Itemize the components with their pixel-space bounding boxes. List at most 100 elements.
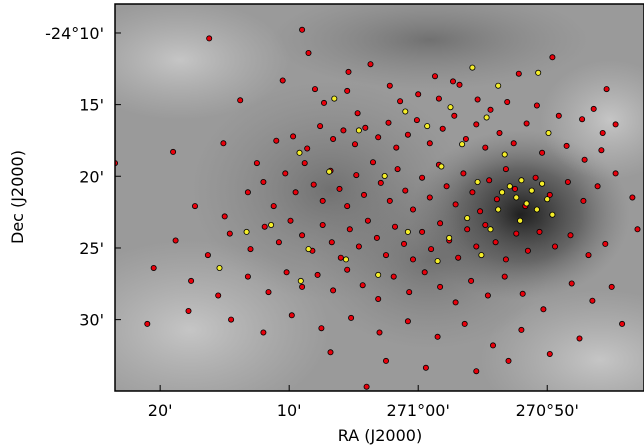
yellow-source-point <box>342 256 349 263</box>
red-source-point <box>474 96 481 103</box>
red-source-point <box>504 99 511 106</box>
red-source-point <box>375 134 382 141</box>
red-source-point <box>301 160 308 167</box>
red-source-point <box>265 289 272 296</box>
red-source-point <box>473 121 480 128</box>
red-source-point <box>482 144 489 151</box>
red-source-point <box>344 266 351 273</box>
yellow-source-point <box>517 217 524 224</box>
red-source-point <box>397 98 404 105</box>
red-source-point <box>299 283 306 290</box>
yellow-source-point <box>495 82 502 89</box>
red-source-point <box>540 306 547 313</box>
y-axis: -24°10' 15' 20' 25' 30' <box>45 24 121 330</box>
red-source-point <box>150 264 157 271</box>
red-source-point <box>629 194 636 201</box>
red-source-point <box>579 116 586 123</box>
red-source-point <box>437 220 444 227</box>
x-tick-label: 20' <box>148 401 173 420</box>
red-source-point <box>172 237 179 244</box>
yellow-source-point <box>483 114 490 121</box>
red-source-point <box>261 223 268 230</box>
yellow-source-point <box>326 168 333 175</box>
red-source-point <box>421 269 428 276</box>
yellow-source-point <box>535 69 542 76</box>
red-source-point <box>512 185 519 192</box>
red-source-point <box>260 329 267 336</box>
red-source-point <box>449 78 456 85</box>
red-source-point <box>330 135 337 142</box>
red-source-point <box>422 364 429 371</box>
red-source-point <box>319 197 326 204</box>
yellow-source-point <box>544 196 551 203</box>
red-source-point <box>473 243 480 250</box>
red-source-point <box>533 102 540 109</box>
red-source-point <box>487 106 494 113</box>
red-source-point <box>362 124 369 131</box>
red-source-point <box>376 329 383 336</box>
yellow-source-point <box>499 189 506 196</box>
red-source-point <box>237 97 244 104</box>
red-source-point <box>552 243 559 250</box>
yellow-source-point <box>495 206 502 213</box>
red-source-point <box>469 189 476 196</box>
plot-frame <box>114 3 644 392</box>
y-axis-label: Dec (J2000) <box>8 150 27 244</box>
red-source-point <box>310 181 317 188</box>
red-source-point <box>354 110 361 117</box>
yellow-source-point <box>424 123 431 130</box>
red-source-point <box>382 357 389 364</box>
red-source-point <box>564 178 571 185</box>
yellow-source-point <box>487 226 494 233</box>
red-source-point <box>144 320 151 327</box>
yellow-source-point <box>268 221 275 228</box>
red-source-point <box>314 271 321 278</box>
red-source-point <box>290 133 297 140</box>
red-source-point <box>612 121 619 128</box>
red-source-point <box>519 290 526 297</box>
red-source-point <box>589 297 596 304</box>
red-source-point <box>270 203 277 210</box>
red-source-point <box>431 73 438 80</box>
red-source-point <box>253 160 260 167</box>
red-source-point <box>409 206 416 213</box>
red-source-point <box>482 221 489 228</box>
red-source-point <box>568 280 575 287</box>
yellow-source-point <box>528 187 535 194</box>
red-source-point <box>279 77 286 84</box>
red-source-point <box>400 240 407 247</box>
red-source-point <box>348 314 355 321</box>
red-source-point <box>288 312 295 319</box>
red-source-point <box>502 256 509 263</box>
red-source-point <box>603 86 610 93</box>
red-source-point <box>435 95 442 102</box>
red-source-point <box>524 247 531 254</box>
red-source-point <box>359 282 366 289</box>
red-source-point <box>373 234 380 241</box>
red-source-point <box>461 320 468 327</box>
yellow-source-point <box>375 271 382 278</box>
red-source-point <box>518 326 525 333</box>
red-source-point <box>320 99 327 106</box>
red-source-point <box>406 289 413 296</box>
x-axis-label: RA (J2000) <box>338 426 422 445</box>
red-source-point <box>576 335 583 342</box>
yellow-source-point <box>381 172 388 179</box>
red-source-point <box>536 228 543 235</box>
yellow-source-point <box>513 194 520 201</box>
red-source-point <box>549 54 556 61</box>
y-tick-label: 30' <box>79 311 104 330</box>
red-source-point <box>318 325 325 332</box>
red-source-point <box>619 320 626 327</box>
red-source-point <box>546 191 553 198</box>
yellow-source-point <box>296 149 303 156</box>
red-source-point <box>337 254 344 261</box>
red-source-point <box>402 187 409 194</box>
red-source-point <box>413 117 420 124</box>
red-source-point <box>273 137 280 144</box>
red-source-point <box>452 299 459 306</box>
red-source-point <box>419 228 426 235</box>
red-source-point <box>206 35 213 42</box>
red-source-point <box>460 170 467 177</box>
red-source-point <box>226 230 233 237</box>
